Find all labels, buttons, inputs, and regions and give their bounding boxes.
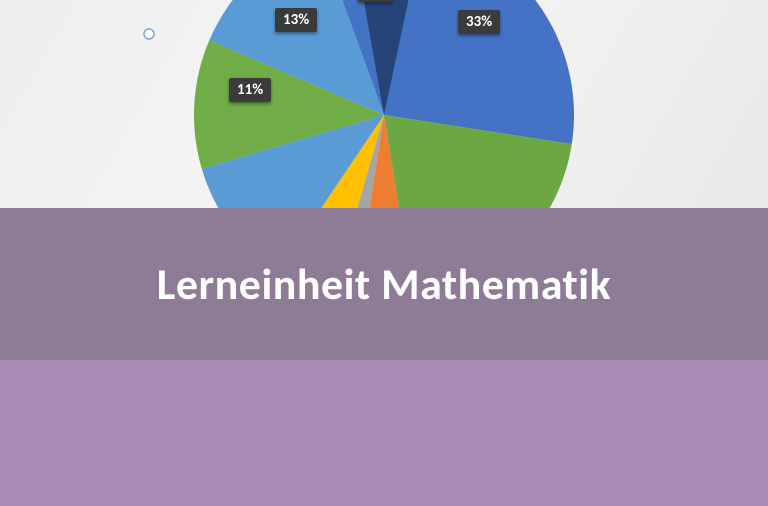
- pie-slice-label: 13%: [275, 8, 317, 32]
- title-text: Lerneinheit Mathematik: [157, 257, 611, 311]
- title-band: Lerneinheit Mathematik: [0, 208, 768, 360]
- edit-handle-icon[interactable]: [144, 29, 154, 39]
- pie-slice-label: 33%: [458, 10, 500, 34]
- pie-slice-label: 11%: [229, 78, 271, 102]
- pie-slice-label: 5%: [358, 0, 393, 2]
- lower-band: [0, 360, 768, 506]
